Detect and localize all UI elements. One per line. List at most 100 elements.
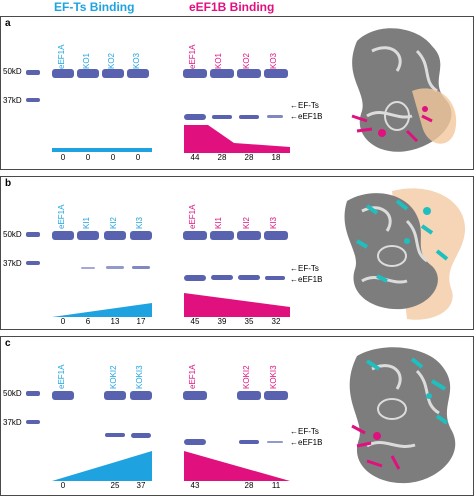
eef1b-band	[265, 276, 285, 280]
binding-value: 0	[110, 153, 116, 162]
binding-value: 0	[60, 481, 66, 490]
ef-ts-binding-bar	[52, 148, 152, 152]
binding-value: 18	[271, 153, 281, 162]
eef1b-band	[267, 115, 283, 118]
gel-band	[264, 231, 288, 240]
ladder-band-37	[26, 420, 40, 424]
eef1b-band	[239, 440, 259, 444]
eef1b-arrow-label: ←eEF1B	[290, 438, 323, 447]
binding-value: 32	[271, 317, 281, 326]
ladder-band-50	[26, 232, 40, 237]
binding-value: 28	[244, 153, 254, 162]
lane-label: KI1	[214, 216, 223, 229]
lane-label: eEF1A	[188, 364, 197, 389]
gel-band	[52, 391, 74, 400]
lane-label: KO2	[107, 52, 116, 69]
ef-ts-band	[131, 433, 151, 438]
lane-label: KO1	[82, 52, 91, 69]
lane-label: eEF1A	[188, 44, 197, 69]
binding-value: 25	[110, 481, 120, 490]
marker-50kd: 50kD	[3, 230, 22, 239]
gel-band	[210, 231, 234, 240]
panel-a: a 50kD 37kD eEF1A KO1 KO2 KO3 0 0 0 0 eE…	[0, 16, 474, 170]
ef-ts-binding-profile	[52, 303, 152, 317]
ladder-band-50	[26, 70, 40, 75]
lane-label: eEF1A	[57, 204, 66, 229]
eef1b-binding-header: eEF1B Binding	[189, 0, 275, 14]
gel-band	[52, 231, 74, 240]
eef1b-arrow-label: ←eEF1B	[290, 275, 323, 284]
lane-label: KI3	[135, 216, 144, 229]
marker-37kd: 37kD	[3, 259, 22, 268]
marker-37kd: 37kD	[3, 418, 22, 427]
binding-value: 17	[136, 317, 146, 326]
panel-c: c 50kD 37kD eEF1A KOKI2 KOKI3 0 25 37 eE…	[0, 336, 474, 496]
panel-b: b 50kD 37kD eEF1A KI1 KI2 KI3 0 6 13 17 …	[0, 176, 474, 330]
gel-band	[130, 391, 152, 400]
lane-label: eEF1A	[188, 204, 197, 229]
gel-band	[102, 69, 124, 78]
eef1b-binding-profile	[184, 451, 290, 481]
eef1b-band	[212, 115, 232, 119]
lane-label: KOKI3	[135, 365, 144, 389]
lane-label: eEF1A	[57, 364, 66, 389]
binding-value: 37	[136, 481, 146, 490]
binding-value: 0	[60, 153, 66, 162]
eef1b-band	[238, 275, 260, 280]
eef1b-arrow-label: ←eEF1B	[290, 112, 323, 121]
eef1b-binding-profile	[184, 125, 290, 153]
binding-value: 13	[110, 317, 120, 326]
efts-arrow-label: ←EF-Ts	[290, 427, 319, 436]
marker-50kd: 50kD	[3, 389, 22, 398]
lane-label: KO3	[132, 52, 141, 69]
binding-value: 39	[217, 317, 227, 326]
gel-band	[130, 231, 152, 240]
gel-band	[237, 69, 261, 78]
binding-value: 0	[135, 153, 141, 162]
binding-value: 44	[190, 153, 200, 162]
lane-label: KO2	[242, 52, 251, 69]
ef-ts-band	[106, 266, 124, 269]
marker-37kd: 37kD	[3, 96, 22, 105]
efts-arrow-label: ←EF-Ts	[290, 101, 319, 110]
gel-band	[104, 231, 126, 240]
gel-band	[237, 391, 261, 400]
binding-value: 43	[190, 481, 200, 490]
lane-label: KOKI2	[242, 365, 251, 389]
gel-band	[183, 391, 207, 400]
ef-ts-band	[81, 267, 95, 269]
gel-band	[52, 69, 74, 78]
binding-value: 28	[217, 153, 227, 162]
eef1b-band	[184, 275, 206, 281]
lane-label: KO1	[214, 52, 223, 69]
efts-arrow-label: ←EF-Ts	[290, 264, 319, 273]
lane-label: eEF1A	[57, 44, 66, 69]
eef1b-band	[267, 441, 283, 443]
lane-label: KI2	[242, 216, 251, 229]
protein-structure-image	[344, 188, 466, 320]
gel-band	[264, 391, 288, 400]
eef1b-band	[184, 439, 206, 445]
protein-structure-image	[349, 347, 456, 484]
panel-label: c	[5, 338, 11, 349]
ladder-band-37	[26, 98, 40, 102]
lane-label: KOKI2	[109, 365, 118, 389]
gel-band	[127, 69, 149, 78]
gel-band	[77, 231, 99, 240]
gel-band	[183, 231, 207, 240]
lane-label: KI1	[82, 216, 91, 229]
binding-value: 28	[244, 481, 254, 490]
eef1b-binding-profile	[184, 293, 290, 317]
ef-ts-binding-header: EF-Ts Binding	[54, 0, 135, 14]
ef-ts-binding-profile	[52, 451, 152, 481]
binding-value: 45	[190, 317, 200, 326]
gel-band	[264, 69, 288, 78]
ef-ts-band	[132, 266, 150, 269]
binding-value: 35	[244, 317, 254, 326]
panel-label: a	[5, 18, 11, 29]
ladder-band-50	[26, 391, 40, 396]
eef1b-band	[239, 115, 259, 119]
gel-band	[104, 391, 126, 400]
gel-band	[183, 69, 207, 78]
eef1b-band	[211, 275, 233, 280]
